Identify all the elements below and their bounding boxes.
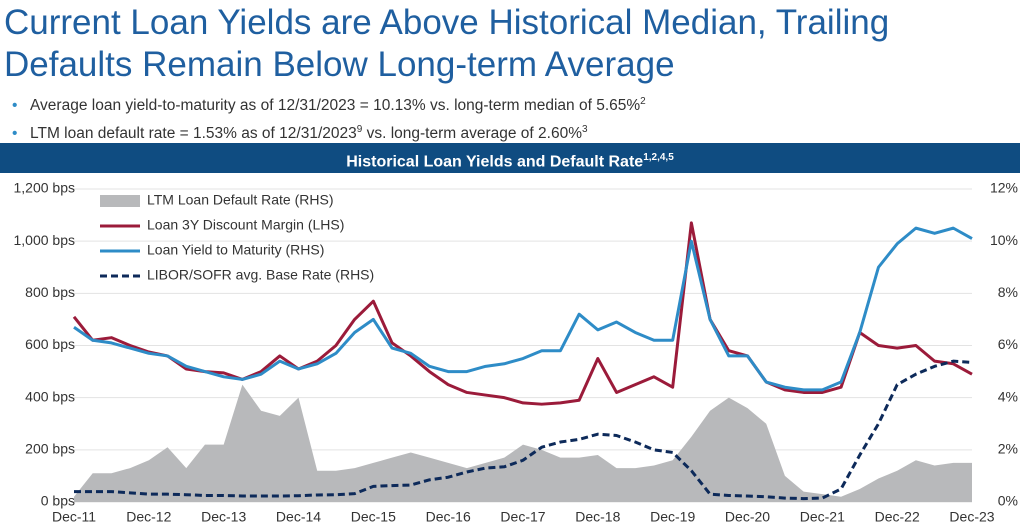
y2-tick-label: 2% [998, 441, 1018, 457]
y-tick-label: 1,200 bps [14, 180, 76, 196]
x-tick-label: Dec-16 [426, 509, 471, 525]
legend-swatch [100, 195, 140, 207]
title-line: Current Loan Yields are Above Historical… [4, 3, 890, 42]
footnote-ref: 9 [356, 124, 363, 135]
x-tick-label: Dec-12 [126, 509, 171, 525]
legend-label: LIBOR/SOFR avg. Base Rate (RHS) [147, 267, 374, 283]
line [73, 226, 973, 392]
bullet-dot: • [12, 125, 18, 143]
bullet-list: • Average loan yield-to-maturity as of 12… [12, 88, 646, 144]
y-tick-label: 600 bps [25, 336, 75, 352]
chart-title: Historical Loan Yields and Default Rate [346, 153, 644, 171]
x-tick-label: Dec-19 [650, 509, 695, 525]
footnote-ref: 2 [640, 96, 646, 107]
x-tick-label: Dec-22 [875, 509, 920, 525]
y2-tick-label: 10% [990, 232, 1018, 248]
y-tick-label: 0 bps [41, 493, 75, 509]
chart-header: Historical Loan Yields and Default Rate1… [0, 143, 1020, 173]
y2-tick-label: 0% [998, 493, 1018, 509]
line [74, 359, 973, 501]
chart: 0 bps 200 bps 400 bps 600 bps 800 bps 1,000 b… [14, 180, 1019, 525]
footnote-ref: 3 [582, 124, 588, 135]
bullet: • Average loan yield-to-maturity as of 12… [12, 88, 646, 116]
y2-tick-label: 12% [990, 180, 1018, 196]
bullet: • LTM loan default rate = 1.53% as of 12/… [12, 116, 646, 144]
legend-label: Loan Yield to Maturity (RHS) [147, 242, 324, 258]
chart-title-note: 1,2,4,5 [643, 152, 674, 163]
bullet-text: LTM loan default rate = 1.53% as of 12/3… [30, 125, 357, 143]
legend-label: LTM Loan Default Rate (RHS) [147, 192, 333, 208]
legend-label: Loan 3Y Discount Margin (LHS) [147, 217, 344, 233]
y-tick-label: 1,000 bps [14, 232, 76, 248]
slide-title: Current Loan Yields are Above Historical… [4, 2, 889, 86]
x-tick-label: Dec-11 [52, 509, 96, 525]
y2-tick-label: 4% [998, 388, 1018, 404]
x-tick-label: Dec-23 [949, 509, 994, 525]
y-tick-label: 200 bps [25, 441, 75, 457]
x-tick-label: Dec-20 [725, 509, 770, 525]
x-tick-label: Dec-15 [351, 509, 396, 525]
x-tick-label: Dec-21 [800, 509, 845, 525]
bullet-text: vs. long-term average of 2.60% [362, 125, 582, 143]
line [72, 221, 973, 406]
title-line: Defaults Remain Below Long-term Average [4, 45, 675, 84]
y2-tick-label: 6% [998, 336, 1018, 352]
x-tick-label: Dec-18 [575, 509, 620, 525]
bullet-text: Average loan yield-to-maturity as of 12/… [30, 97, 641, 115]
y-tick-label: 800 bps [25, 284, 75, 300]
x-tick-label: Dec-17 [500, 509, 545, 525]
area [74, 384, 972, 502]
bullet-dot: • [12, 97, 18, 115]
y-tick-label: 400 bps [25, 388, 75, 404]
y2-tick-label: 8% [998, 284, 1018, 300]
x-tick-label: Dec-14 [276, 509, 321, 525]
x-tick-label: Dec-13 [201, 509, 246, 525]
